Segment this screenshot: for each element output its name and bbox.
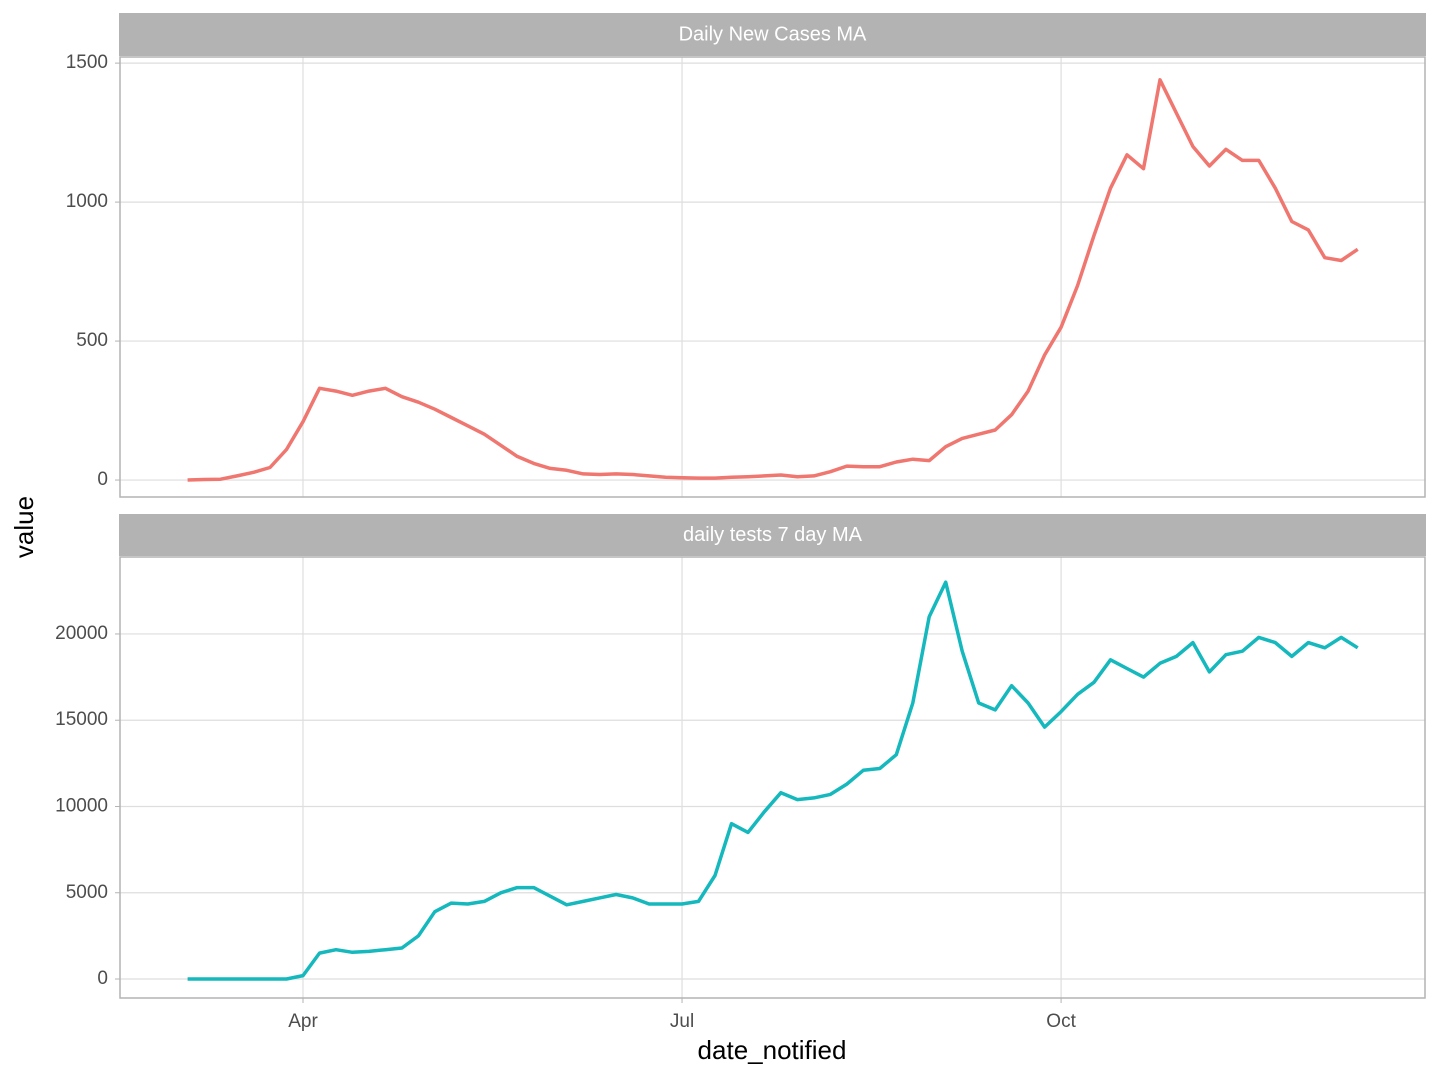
x-tick-label: Oct bbox=[1046, 1011, 1076, 1032]
data-line bbox=[187, 78, 1359, 482]
data-line bbox=[187, 580, 1359, 981]
y-tick-label: 15000 bbox=[55, 709, 108, 730]
panel-border bbox=[119, 56, 1426, 498]
y-tick-label: 0 bbox=[97, 469, 108, 490]
x-tick-label: Jul bbox=[670, 1011, 694, 1032]
x-tick-label: Apr bbox=[288, 1011, 318, 1032]
y-tick-label: 500 bbox=[76, 330, 108, 351]
y-tick-label: 0 bbox=[97, 968, 108, 989]
strip bbox=[119, 514, 1426, 556]
y-tick-label: 1000 bbox=[66, 191, 108, 212]
strip-title: Daily New Cases MA bbox=[679, 23, 867, 45]
y-tick-label: 20000 bbox=[55, 623, 108, 644]
y-tick-label: 5000 bbox=[66, 882, 108, 903]
x-axis-title: date_notified bbox=[698, 1035, 847, 1065]
strip-title: daily tests 7 day MA bbox=[683, 524, 863, 546]
y-axis-title: value bbox=[9, 496, 39, 558]
y-tick-label: 1500 bbox=[66, 52, 108, 73]
y-tick-label: 10000 bbox=[55, 796, 108, 817]
strip bbox=[119, 13, 1426, 56]
panel-border bbox=[119, 556, 1426, 999]
